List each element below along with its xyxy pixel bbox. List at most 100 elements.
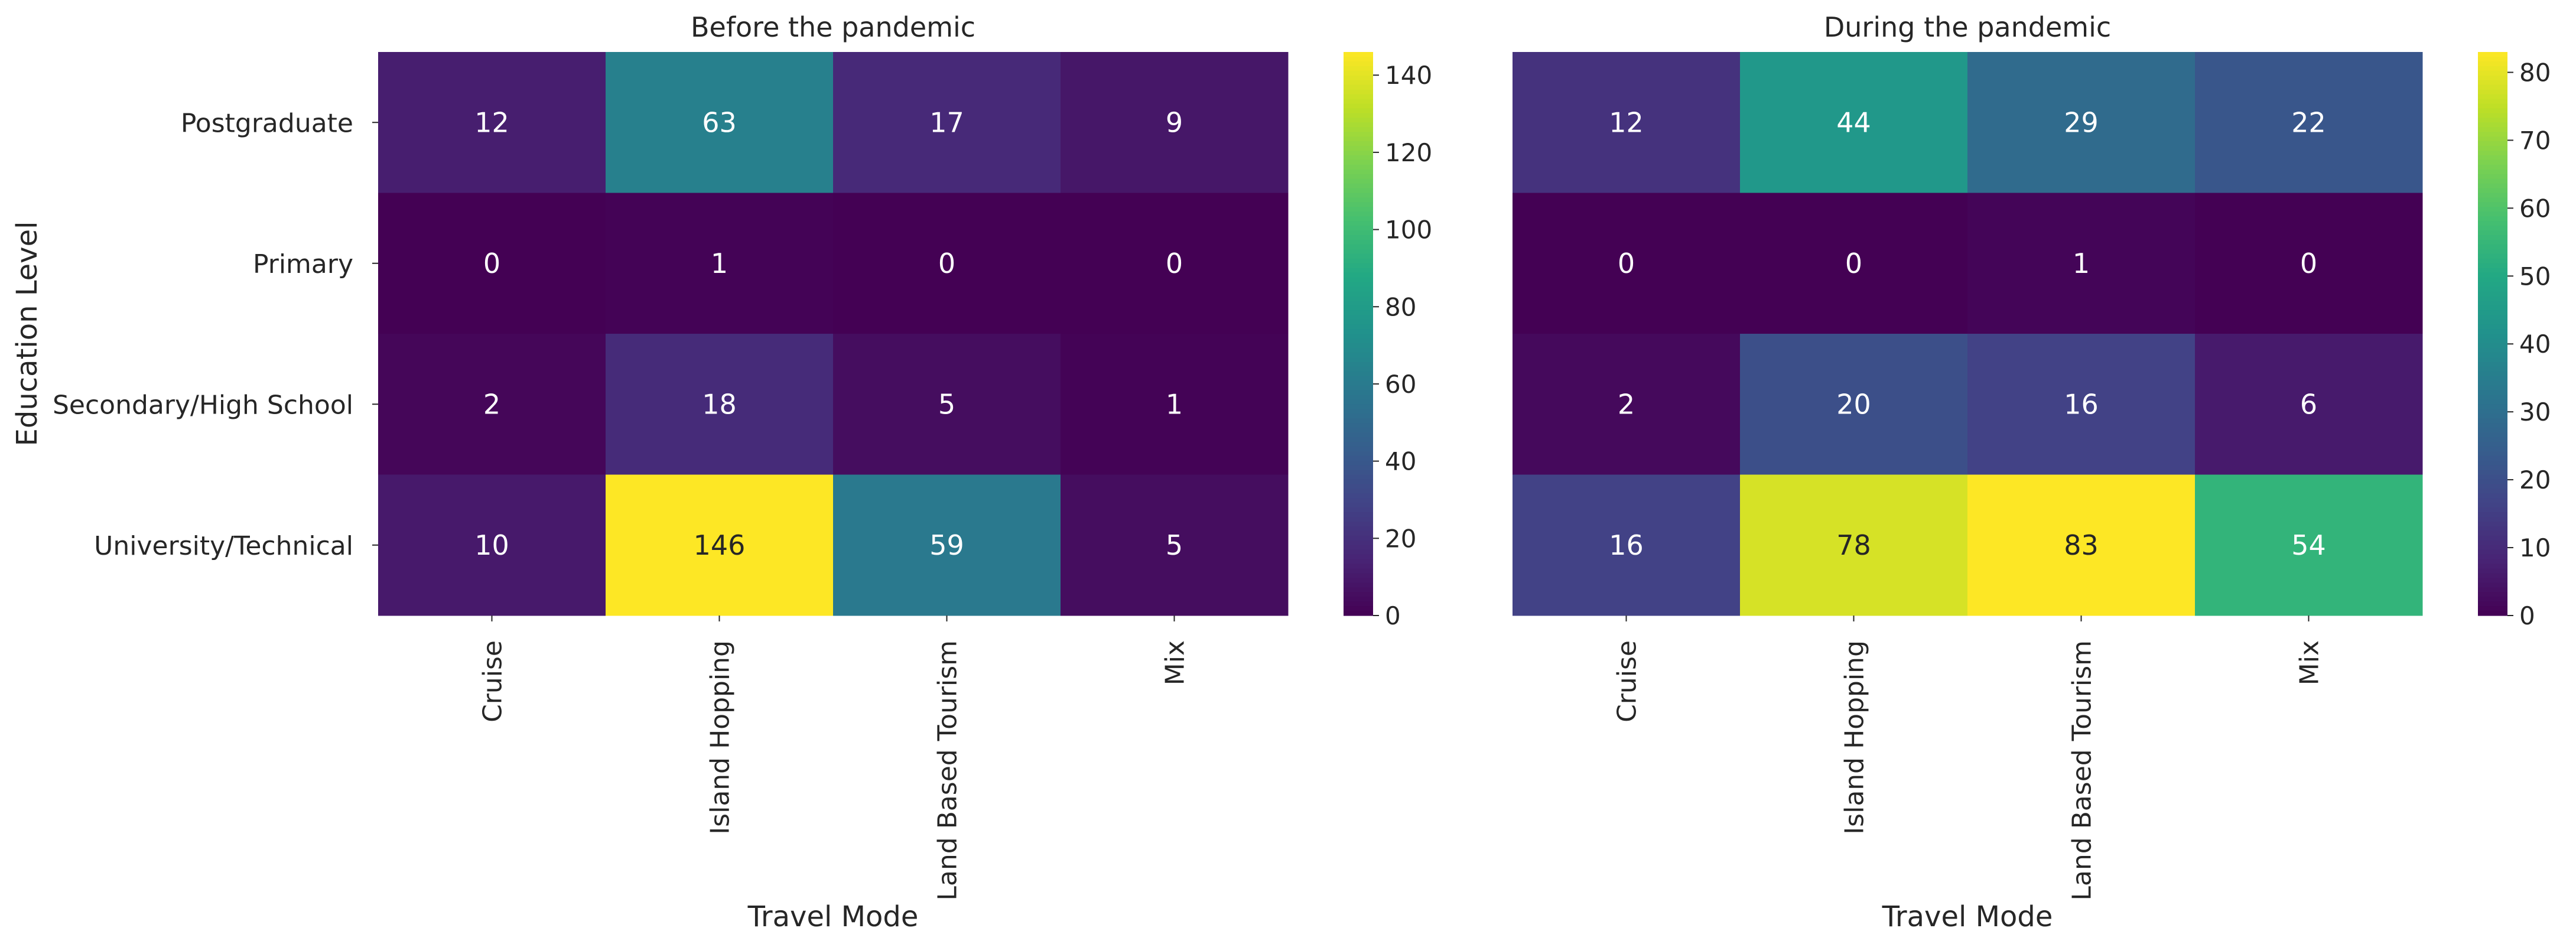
colorbar-strip	[2478, 606, 2507, 611]
colorbar-strip	[2478, 150, 2507, 156]
colorbar-strip	[2478, 399, 2507, 405]
panel-title: Before the pandemic	[691, 11, 975, 43]
colorbar-strip	[1344, 512, 1373, 517]
y-tick-label: Primary	[253, 249, 353, 279]
colorbar-strip	[1344, 334, 1373, 339]
colorbar-strip	[2478, 249, 2507, 255]
colorbar-strip	[1344, 611, 1373, 616]
colorbar-strip	[2478, 296, 2507, 301]
x-tick-label: Mix	[1160, 640, 1191, 685]
x-tick-label: Land Based Tourism	[933, 640, 963, 901]
colorbar-strip	[1344, 320, 1373, 325]
colorbar-strip	[2478, 216, 2507, 222]
heatmap-cell	[1967, 474, 2196, 616]
colorbar-strip	[2478, 277, 2507, 283]
colorbar-strip	[2478, 530, 2507, 536]
colorbar-tick-label: 80	[2519, 58, 2551, 87]
colorbar-tick-label: 0	[2519, 601, 2535, 630]
colorbar-strip	[2478, 253, 2507, 259]
colorbar-strip	[2478, 164, 2507, 170]
colorbar-strip	[1344, 118, 1373, 123]
heatmap-cell	[1740, 474, 1968, 616]
colorbar-strip	[2478, 428, 2507, 433]
colorbar-strip	[2478, 540, 2507, 546]
y-tick-label: Secondary/High School	[53, 390, 353, 420]
colorbar-tick-label: 120	[1385, 138, 1432, 167]
cell-value-label: 18	[702, 388, 737, 420]
colorbar-strip	[1344, 84, 1373, 90]
colorbar-strip	[1344, 366, 1373, 372]
colorbar-strip	[1344, 564, 1373, 569]
colorbar-strip	[1344, 108, 1373, 113]
colorbar-strip	[1344, 127, 1373, 132]
colorbar-strip	[2478, 343, 2507, 349]
colorbar-strip	[2478, 437, 2507, 442]
cell-value-label: 5	[938, 388, 955, 420]
colorbar-strip	[1344, 66, 1373, 71]
heatmap-cell	[378, 52, 606, 193]
colorbar-strip	[2478, 493, 2507, 499]
colorbar-strip	[2478, 357, 2507, 363]
colorbar-strip	[1344, 470, 1373, 476]
colorbar-strip	[2478, 578, 2507, 583]
heatmap-cell	[2195, 474, 2423, 616]
colorbar-strip	[1344, 545, 1373, 551]
colorbar-strip	[1344, 193, 1373, 198]
colorbar-strip	[1344, 305, 1373, 311]
colorbar-strip	[1344, 183, 1373, 189]
colorbar-strip	[1344, 460, 1373, 466]
colorbar-strip	[2478, 568, 2507, 574]
x-tick-label: Mix	[2295, 640, 2325, 685]
colorbar-strip	[2478, 66, 2507, 71]
colorbar-strip	[1344, 498, 1373, 503]
colorbar-strip	[2478, 564, 2507, 569]
heatmap-cell	[2195, 193, 2423, 334]
colorbar-tick-label: 30	[2519, 398, 2551, 426]
colorbar-strip	[1344, 277, 1373, 283]
colorbar-strip	[1344, 310, 1373, 315]
colorbar-strip	[1344, 371, 1373, 377]
colorbar-strip	[2478, 174, 2507, 180]
colorbar-strip	[2478, 352, 2507, 358]
cell-value-label: 2	[1618, 388, 1635, 420]
colorbar-strip	[1344, 272, 1373, 278]
colorbar-strip	[1344, 75, 1373, 81]
colorbar-strip	[1344, 587, 1373, 592]
heatmap-cell	[606, 334, 834, 475]
colorbar-strip	[1344, 352, 1373, 358]
colorbar-strip	[2478, 380, 2507, 386]
colorbar-strip	[1344, 549, 1373, 555]
colorbar-strip	[1344, 522, 1373, 527]
heatmap-cell	[1513, 334, 1741, 475]
colorbar-strip	[1344, 568, 1373, 574]
colorbar-strip	[1344, 174, 1373, 180]
cell-value-label: 83	[2064, 529, 2099, 561]
colorbar-strip	[2478, 611, 2507, 616]
colorbar-strip	[1344, 207, 1373, 212]
colorbar-strip	[2478, 240, 2507, 245]
colorbar-strip	[2478, 230, 2507, 236]
colorbar-strip	[1344, 113, 1373, 118]
colorbar-strip	[2478, 80, 2507, 86]
colorbar-strip	[2478, 432, 2507, 438]
colorbar-tick-label: 0	[1385, 601, 1401, 630]
colorbar-strip	[1344, 347, 1373, 353]
colorbar-strip	[2478, 89, 2507, 95]
colorbar-strip	[2478, 423, 2507, 428]
colorbar-tick-label: 140	[1385, 61, 1432, 90]
colorbar-tick-label: 20	[2519, 465, 2551, 494]
cell-value-label: 1	[2073, 248, 2090, 279]
colorbar-strip	[1344, 99, 1373, 105]
colorbar-strip	[2478, 221, 2507, 226]
cell-value-label: 9	[1166, 106, 1183, 138]
colorbar-strip	[2478, 183, 2507, 189]
colorbar-strip	[1344, 446, 1373, 452]
colorbar-strip	[2478, 315, 2507, 320]
colorbar-strip	[2478, 362, 2507, 367]
y-axis-label: Education Level	[11, 222, 44, 447]
colorbar-strip	[2478, 592, 2507, 597]
colorbar-strip	[1344, 409, 1373, 414]
colorbar-strip	[2478, 263, 2507, 269]
